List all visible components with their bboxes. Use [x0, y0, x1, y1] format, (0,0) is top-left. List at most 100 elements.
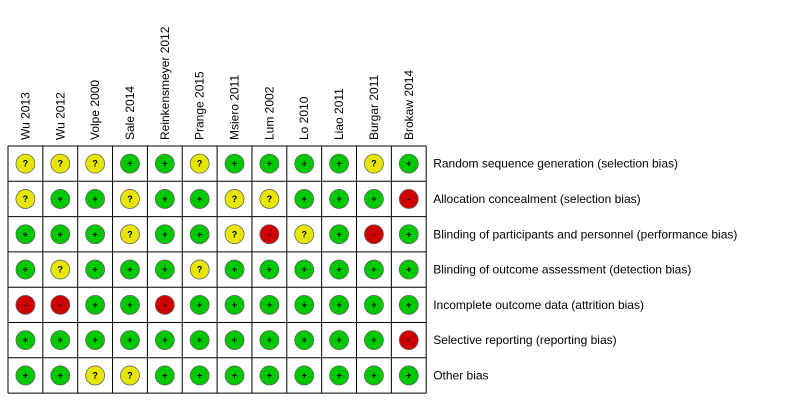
rating-symbol: - — [372, 229, 375, 239]
rating-symbol: ? — [267, 194, 273, 204]
rating-dot — [398, 294, 419, 315]
rating-dot — [294, 189, 315, 209]
rating-symbol: + — [127, 300, 132, 310]
rating-symbol: + — [197, 370, 202, 380]
rating-symbol: + — [302, 194, 307, 204]
rating-dot — [294, 365, 315, 386]
rating-symbol: + — [267, 370, 272, 380]
rating-dot — [120, 224, 140, 245]
rating-dot — [50, 259, 71, 280]
study-label: Sale 2014 — [123, 86, 137, 140]
rating-dot — [259, 224, 280, 245]
rating-symbol: + — [127, 159, 132, 169]
rating-symbol: ? — [58, 159, 64, 169]
rating-symbol: + — [336, 159, 341, 169]
rating-symbol: + — [23, 229, 28, 239]
rating-dot — [259, 365, 280, 386]
study-label: Prange 2015 — [193, 71, 207, 140]
rating-symbol: + — [406, 229, 411, 239]
rating-dot — [189, 224, 210, 245]
rating-dot — [189, 330, 210, 351]
rating-symbol: + — [197, 229, 202, 239]
rating-dot — [224, 153, 245, 174]
rating-dot — [224, 294, 245, 315]
rating-dot — [329, 330, 349, 351]
rating-dot — [398, 330, 419, 351]
rating-symbol: ? — [92, 370, 98, 380]
rating-dot — [85, 189, 106, 209]
rating-dot — [85, 153, 106, 174]
rating-symbol: + — [406, 265, 411, 275]
rating-dot — [154, 330, 175, 351]
rating-symbol: ? — [232, 229, 238, 239]
rating-symbol: + — [162, 194, 167, 204]
rating-symbol: + — [302, 300, 307, 310]
rating-symbol: + — [23, 370, 28, 380]
rating-symbol: + — [162, 370, 167, 380]
rating-symbol: + — [406, 159, 411, 169]
rating-symbol: + — [232, 159, 237, 169]
rating-symbol: ? — [127, 370, 133, 380]
rating-symbol: + — [336, 194, 341, 204]
rating-symbol: + — [23, 265, 28, 275]
rating-dot — [50, 330, 71, 351]
rating-dot — [50, 153, 71, 174]
rating-dot — [120, 259, 140, 280]
rating-dot — [364, 189, 384, 209]
rating-symbol: - — [24, 300, 27, 310]
rating-symbol: + — [58, 370, 63, 380]
rating-dot — [224, 224, 245, 245]
rating-dot — [294, 259, 315, 280]
rating-symbol: ? — [197, 159, 203, 169]
rating-dot — [364, 294, 384, 315]
rating-symbol: + — [336, 370, 341, 380]
study-label: Liao 2011 — [332, 88, 346, 140]
rating-dot — [398, 153, 419, 174]
rating-dot — [154, 294, 175, 315]
domain-label: Incomplete outcome data (attrition bias) — [433, 298, 644, 312]
rating-symbol: ? — [23, 194, 29, 204]
rating-symbol: + — [406, 370, 411, 380]
rating-dot — [50, 189, 71, 209]
study-label: Lo 2010 — [297, 96, 311, 140]
rating-symbol: + — [302, 159, 307, 169]
rating-dot — [189, 365, 210, 386]
rating-symbol: + — [162, 229, 167, 239]
rating-dot — [259, 294, 280, 315]
rating-symbol: + — [58, 335, 63, 345]
rating-symbol: + — [232, 300, 237, 310]
rating-dot — [329, 153, 349, 174]
rating-symbol: + — [23, 335, 28, 345]
rating-dot — [85, 330, 106, 351]
rating-dot — [398, 189, 419, 209]
rating-symbol: + — [302, 370, 307, 380]
rating-symbol: + — [127, 335, 132, 345]
rating-symbol: + — [197, 300, 202, 310]
rating-dot — [189, 153, 210, 174]
rating-dot — [154, 224, 175, 245]
rating-dot — [85, 259, 106, 280]
study-label: Brokaw 2014 — [402, 70, 416, 140]
rating-dot — [120, 153, 140, 174]
rating-dot — [189, 189, 210, 209]
rating-symbol: + — [267, 335, 272, 345]
rating-symbol: + — [371, 370, 376, 380]
rating-symbol: ? — [92, 159, 98, 169]
rating-dot — [398, 224, 419, 245]
rating-dot — [120, 365, 140, 386]
rating-symbol: + — [371, 194, 376, 204]
rating-symbol: + — [336, 229, 341, 239]
rating-dot — [364, 330, 384, 351]
study-label: Msiero 2011 — [228, 75, 242, 140]
rating-symbol: - — [163, 300, 166, 310]
rating-symbol: - — [407, 335, 410, 345]
rating-symbol: ? — [371, 159, 377, 169]
rating-symbol: - — [407, 194, 410, 204]
domain-label: Random sequence generation (selection bi… — [433, 157, 678, 171]
rating-symbol: + — [302, 265, 307, 275]
rating-symbol: ? — [127, 229, 133, 239]
rating-symbol: + — [92, 300, 97, 310]
study-label: Lum 2002 — [262, 86, 276, 140]
rating-dot — [15, 189, 36, 209]
rating-symbol: + — [336, 265, 341, 275]
